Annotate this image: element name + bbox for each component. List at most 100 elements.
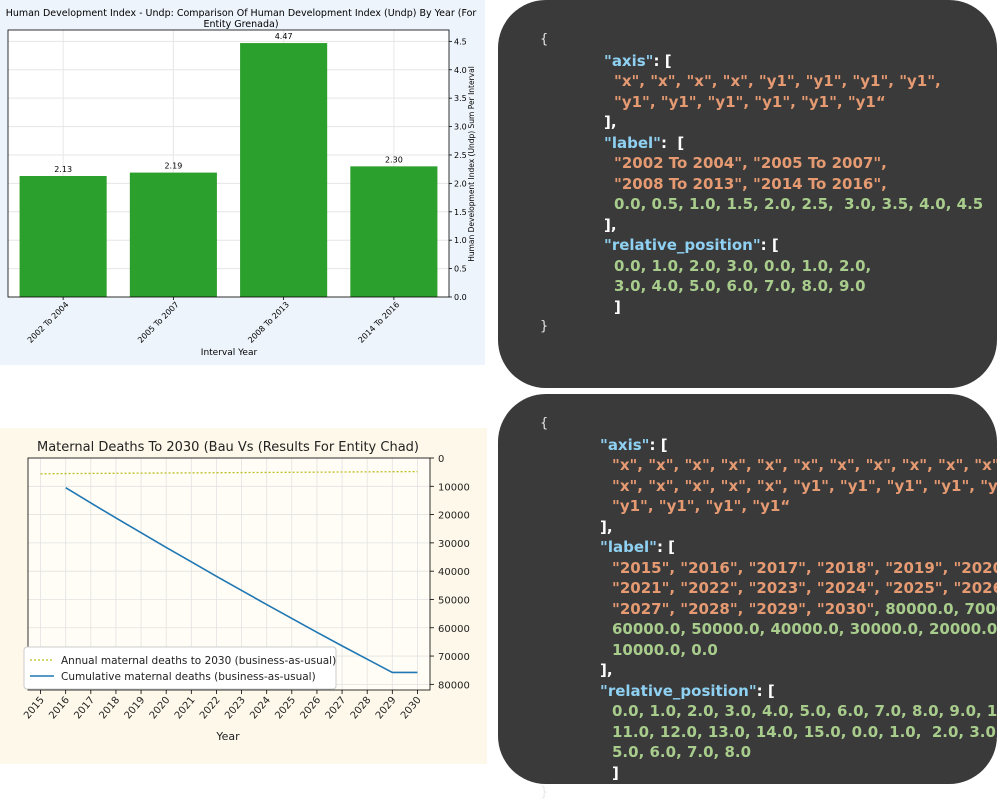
- relpos-values-line-3: 5.0, 6.0, 7.0, 8.0: [612, 743, 752, 761]
- y-tick-label: 20000: [438, 511, 470, 522]
- relpos-close: ]: [614, 297, 621, 316]
- x-tick-label: 2029: [374, 695, 399, 722]
- x-tick-label: 2015: [22, 695, 47, 722]
- x-tick-label: 2017: [72, 695, 97, 722]
- relpos-values-line-1: 0.0, 1.0, 2.0, 3.0, 4.0, 5.0, 6.0, 7.0, …: [612, 702, 997, 720]
- bar: [350, 166, 438, 297]
- y-tick-label: 0.5: [454, 265, 467, 274]
- x-tick-label: 2028: [349, 695, 374, 722]
- x-tick-label: 2030: [399, 695, 424, 722]
- open-brace: {: [540, 32, 549, 47]
- relpos-close: ]: [612, 763, 619, 782]
- legend-label: Annual maternal deaths to 2030 (business…: [61, 655, 336, 667]
- x-axis-label: Year: [215, 730, 240, 743]
- x-tick-label: 2026: [298, 695, 323, 722]
- axis-close: ],: [604, 113, 617, 131]
- y-tick-label: 3.0: [454, 123, 467, 132]
- legend-label: Cumulative maternal deaths (business-as-…: [61, 671, 316, 683]
- label-close: ],: [600, 661, 613, 679]
- bar: [19, 175, 107, 297]
- x-tick-label: 2019: [123, 695, 148, 722]
- relpos-key-line: "relative_position": [: [600, 681, 775, 700]
- y-tick-label: 50000: [438, 595, 470, 606]
- relpos-values-line-1: 0.0, 1.0, 2.0, 3.0, 0.0, 1.0, 2.0,: [614, 256, 872, 275]
- x-tick-label: 2014 To 2016: [357, 300, 402, 345]
- y-tick-label: 4.5: [454, 37, 467, 46]
- label-values-line-2: "2021", "2022", "2023", "2024", "2025", …: [612, 579, 997, 597]
- y-tick-label: 1.0: [454, 236, 467, 245]
- close-brace: }: [540, 319, 549, 334]
- y-tick-label: 0.0: [454, 293, 467, 302]
- x-axis-label: Interval Year: [201, 348, 258, 358]
- chart-hdi-grenada: Human Development Index - Undp: Comparis…: [0, 0, 485, 365]
- label-close: ],: [604, 215, 617, 234]
- close-brace: }: [540, 785, 549, 800]
- axis-values-line-2: "y1", "y1", "y1", "y1", "y1", "y1“: [614, 92, 886, 111]
- label-values-line-3: "2027", "2028", "2029", "2030", 80000.0,…: [612, 599, 997, 618]
- x-tick-label: 2024: [248, 695, 273, 722]
- y-tick-label: 70000: [438, 652, 470, 663]
- data-label: 2.19: [164, 162, 182, 171]
- y-tick-label: 2.5: [454, 151, 467, 160]
- y-tick-label: 3.5: [454, 94, 467, 103]
- series-line: [40, 470, 418, 475]
- label-values-line-1: "2015", "2016", "2017", "2018", "2019", …: [612, 558, 997, 577]
- y-tick-label: 30000: [438, 539, 470, 550]
- label-values-line-1: "2002 To 2004", "2005 To 2007",: [614, 154, 887, 172]
- label-key-line: "label": [: [604, 133, 685, 152]
- axis-key-line: "axis": [: [604, 51, 672, 70]
- y-axis-label: Human Development Index (Undp) Sum Per I…: [467, 66, 476, 262]
- axis-values-line-1: "x", "x", "x", "x", "y1", "y1", "y1", "y…: [614, 72, 941, 90]
- legend-box: [23, 646, 337, 690]
- chart-title-line-2: Entity Grenada): [203, 19, 278, 30]
- open-brace: {: [540, 416, 549, 431]
- axis-close: ],: [600, 517, 613, 536]
- x-tick-label: 2020: [148, 695, 173, 722]
- y-tick-label: 40000: [438, 567, 470, 578]
- relpos-key-line: "relative_position": [: [604, 236, 779, 254]
- x-tick-label: 2021: [173, 695, 198, 722]
- x-tick-label: 2027: [324, 695, 349, 722]
- label-values-line-2: "2008 To 2013", "2014 To 2016",: [614, 174, 887, 193]
- y-tick-label: 60000: [438, 624, 470, 635]
- x-tick-label: 2016: [47, 695, 72, 722]
- chart-title: Maternal Deaths To 2030 (Bau Vs (Results…: [37, 440, 419, 455]
- code-snippet-1: { "axis": [ "x", "x", "x", "x", "y1", "y…: [498, 0, 997, 388]
- x-tick-label: 2018: [97, 695, 122, 722]
- plot-frame: [27, 457, 431, 691]
- axis-values-line-1: "x", "x", "x", "x", "x", "x", "x", "x", …: [612, 456, 997, 474]
- label-values-line-5: 10000.0, 0.0: [612, 640, 718, 659]
- legend: Annual maternal deaths to 2030 (business…: [23, 646, 337, 690]
- x-tick-label: 2005 To 2007: [136, 300, 181, 345]
- code-snippet-2: { "axis": [ "x", "x", "x", "x", "x", "x"…: [498, 394, 997, 800]
- axis-values-line-2: "x", "x", "x", "x", "x", "y1", "y1", "y1…: [612, 476, 997, 495]
- line-chart-svg: Maternal Deaths To 2030 (Bau Vs (Results…: [22, 440, 470, 743]
- data-label: 4.47: [275, 32, 293, 41]
- chart-maternal-deaths-chad: Maternal Deaths To 2030 (Bau Vs (Results…: [0, 428, 487, 764]
- y-tick-label: 80000: [438, 680, 470, 691]
- series-line: [65, 487, 418, 674]
- bar: [240, 43, 328, 298]
- relpos-values-line-2: 11.0, 12.0, 13.0, 14.0, 15.0, 0.0, 1.0, …: [612, 722, 997, 741]
- x-tick-label: 2008 To 2013: [246, 300, 291, 345]
- x-tick-label: 2022: [198, 695, 223, 722]
- relpos-values-line-2: 3.0, 4.0, 5.0, 6.0, 7.0, 8.0, 9.0: [614, 277, 866, 295]
- bar-chart-svg: Human Development Index - Undp: Comparis…: [6, 8, 477, 358]
- x-tick-label: 2023: [223, 695, 248, 722]
- label-key-line: "label": [: [600, 538, 676, 556]
- y-tick-label: 1.5: [454, 208, 467, 217]
- y-tick-label: 2.0: [454, 179, 467, 188]
- axis-key-line: "axis": [: [600, 435, 668, 454]
- chart-title-line-1: Human Development Index - Undp: Comparis…: [6, 8, 477, 19]
- x-tick-label: 2025: [273, 695, 298, 722]
- y-tick-label: 0: [438, 454, 444, 465]
- data-label: 2.13: [54, 165, 72, 174]
- label-values-line-4: 60000.0, 50000.0, 40000.0, 30000.0, 2000…: [612, 620, 997, 638]
- plot-frame: [7, 29, 450, 298]
- x-tick-label: 2002 To 2004: [26, 300, 71, 345]
- bar: [129, 172, 217, 297]
- data-label: 2.30: [385, 155, 403, 164]
- y-tick-label: 10000: [438, 482, 470, 493]
- y-tick-label: 4.0: [454, 66, 467, 75]
- label-values-line-3: 0.0, 0.5, 1.0, 1.5, 2.0, 2.5, 3.0, 3.5, …: [614, 195, 984, 213]
